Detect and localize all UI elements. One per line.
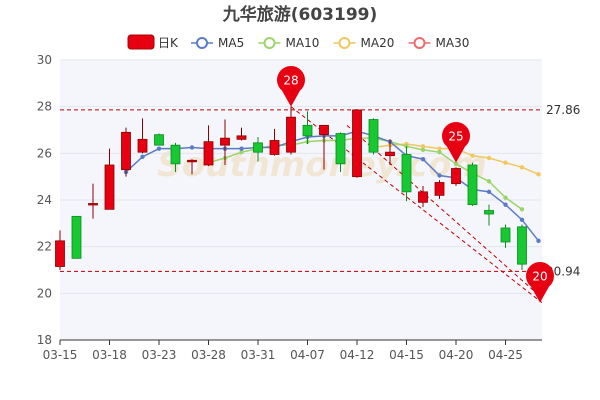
- pin-low-shape: [526, 261, 555, 303]
- candle-body: [220, 137, 230, 146]
- legend-label-4: MA30: [436, 36, 470, 50]
- ma10-point: [239, 149, 244, 155]
- ma10-point: [420, 147, 426, 153]
- y-tick-label: 18: [37, 333, 52, 347]
- candle-body: [434, 182, 445, 196]
- candle-body: [71, 215, 82, 259]
- y-tick-label: 20: [37, 286, 52, 300]
- ma5-point: [156, 146, 162, 151]
- ma20-point: [519, 165, 525, 170]
- candle-body: [368, 119, 379, 153]
- legend-swatch-0: [127, 34, 155, 50]
- x-tick-label: 04-07: [290, 348, 325, 362]
- ma5-point: [239, 146, 244, 151]
- x-tick-label: 03-23: [142, 348, 177, 362]
- ma10-point: [519, 207, 525, 212]
- candle-body: [467, 164, 478, 206]
- ma5-point: [437, 173, 442, 178]
- candle-body: [137, 138, 148, 153]
- x-tick-label: 04-15: [389, 348, 424, 362]
- ma10-point: [486, 179, 492, 184]
- pin-mid-label: 25: [448, 130, 463, 144]
- legend: 日K MA5 MA10 MA20 MA30: [127, 34, 470, 50]
- low-value-label: 20.94: [546, 264, 580, 278]
- ma20-point: [420, 144, 426, 149]
- candle-body: [319, 124, 329, 136]
- candle-body: [517, 226, 527, 265]
- ma5-point: [519, 217, 525, 223]
- candle-body: [385, 151, 395, 157]
- candle-body: [286, 116, 296, 153]
- x-tick-label: 03-15: [43, 348, 78, 362]
- x-tick-label: 04-20: [439, 348, 474, 362]
- candle-body: [269, 140, 280, 155]
- candle-body: [418, 191, 428, 203]
- candle-body: [401, 154, 412, 193]
- ma5-point: [536, 238, 541, 244]
- y-tick-label: 26: [37, 146, 52, 160]
- pin-high-label: 28: [283, 74, 298, 88]
- ma5-point: [486, 189, 492, 195]
- ma5-point: [140, 154, 145, 160]
- candle-body: [203, 141, 214, 166]
- candle-body: [88, 203, 98, 206]
- ma10-point: [437, 149, 442, 155]
- ma5-point: [420, 156, 426, 162]
- ma20-point: [437, 146, 442, 151]
- legend-marker-1: [196, 37, 208, 49]
- x-tick-label: 03-18: [92, 348, 127, 362]
- ma10-point: [503, 195, 508, 200]
- x-tick-label: 04-25: [488, 348, 523, 362]
- candle-body: [154, 134, 164, 146]
- x-tick-label: 04-12: [340, 348, 375, 362]
- pin-mid: 25: [442, 121, 471, 163]
- candle-body: [170, 144, 181, 165]
- trend-line-lower: [346, 124, 543, 299]
- candle-body: [55, 240, 65, 267]
- ma20-point: [470, 153, 475, 158]
- y-tick-label: 28: [37, 100, 52, 114]
- x-tick-label: 03-31: [241, 348, 276, 362]
- legend-label-1: MA5: [218, 36, 244, 50]
- pin-mid-shape: [442, 121, 471, 163]
- ma20-point: [503, 160, 508, 165]
- ma20-point: [486, 155, 492, 161]
- candle-body: [352, 109, 362, 178]
- candle-body: [302, 124, 313, 137]
- ma10-point: [453, 161, 459, 167]
- y-tick-label: 22: [37, 240, 52, 254]
- candle-body: [121, 131, 131, 171]
- candle-body: [236, 135, 247, 140]
- high-value-label: 27.86: [546, 103, 580, 117]
- candle-body: [253, 142, 263, 153]
- legend-label-3: MA20: [361, 36, 395, 50]
- pin-low: 20: [526, 261, 555, 303]
- x-tick-label: 03-28: [191, 348, 226, 362]
- legend-marker-4: [413, 37, 426, 49]
- chart-title: 九华旅游(603199): [222, 4, 378, 25]
- candle-body: [335, 133, 346, 165]
- candle-body: [484, 210, 494, 215]
- y-tick-label: 24: [37, 193, 52, 207]
- y-tick-label: 30: [37, 53, 52, 67]
- candle-body: [500, 227, 511, 243]
- legend-label-0: 日K: [158, 36, 179, 50]
- legend-label-2: MA10: [286, 36, 320, 50]
- candle-body: [104, 164, 115, 210]
- legend-marker-3: [338, 37, 351, 49]
- candle-body: [451, 168, 461, 185]
- legend-marker-2: [263, 37, 276, 49]
- ma5-point: [503, 202, 508, 207]
- ma5-point: [189, 145, 195, 150]
- pin-low-label: 20: [532, 270, 547, 284]
- ma20-point: [536, 172, 541, 177]
- candle-body: [187, 159, 197, 163]
- pin-high-shape: [277, 65, 305, 107]
- pin-high: 28: [277, 65, 305, 107]
